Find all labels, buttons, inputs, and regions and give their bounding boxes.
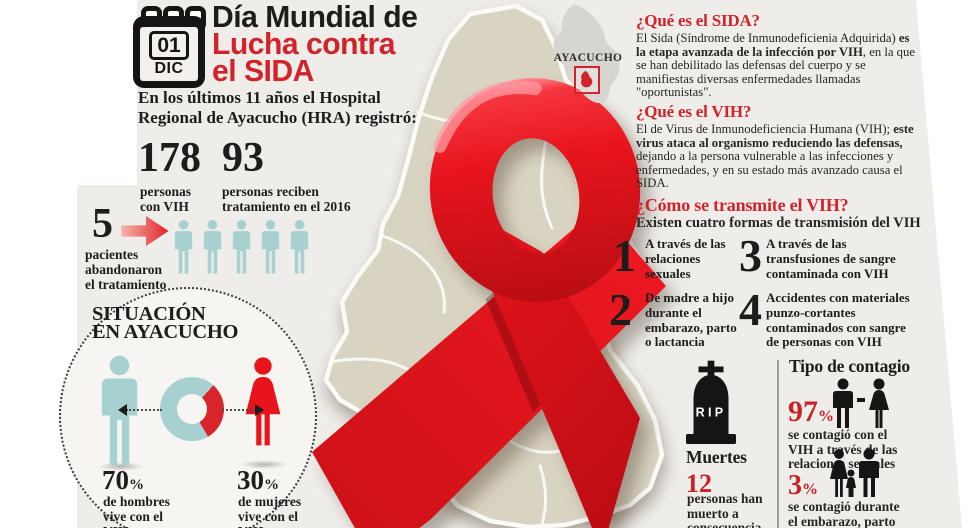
person-icon (259, 218, 282, 276)
person-icon (230, 218, 253, 276)
vertical-divider (777, 360, 779, 528)
shadow (240, 460, 288, 469)
person-icon (288, 218, 311, 276)
sexual-contagion-percent: 97% (788, 395, 834, 428)
sida-paragraph: El Sida (Síndrome de Inmunodeficienia Ad… (636, 31, 915, 99)
stat-treatment-value: 93 (222, 135, 264, 181)
page-title: Día Mundial de Lucha contra el SIDA (212, 0, 418, 88)
stat-treatment-label: personas reciben tratamiento en el 2016 (222, 184, 351, 214)
calendar-icon: 01 DIC (133, 6, 206, 88)
gender-donut-chart (160, 377, 224, 441)
contagion-title: Tipo de contagio (789, 356, 910, 376)
vih-paragraph: El de Virus de Inmunodeficiencia Humana … (636, 122, 914, 190)
vertical-contagion-percent: 3% (788, 470, 818, 501)
arrow-right-icon (255, 404, 264, 416)
transmission-item-number: 3 (739, 230, 762, 281)
intro-text: En los últimos 11 años el Hospital Region… (138, 88, 417, 127)
man-woman-couple-icon (833, 378, 889, 428)
transmission-item-number: 2 (609, 284, 632, 335)
person-icon (172, 218, 195, 276)
family-icon (830, 448, 879, 497)
transmission-item-text: De madre a hijo durante el embarazo, parto… (645, 290, 737, 350)
transmission-item-number: 1 (613, 230, 636, 281)
deaths-value: 12 (686, 469, 712, 498)
dotted-line (126, 409, 162, 411)
title-line-3: el SIDA (212, 53, 314, 88)
peru-map-icon (553, 4, 620, 104)
red-arrow-icon (121, 215, 169, 247)
calendar-day: 01 (149, 30, 189, 60)
ayacucho-region-icon (581, 70, 593, 88)
title-line-1: Día Mundial de (212, 0, 418, 34)
women-percent: 30% (237, 465, 279, 495)
tombstone-icon: RIP (686, 360, 736, 444)
stat-vih-value: 178 (138, 135, 201, 181)
dotted-line (222, 409, 256, 411)
transmission-subtitle: Existen cuatro formas de transmisión del… (636, 215, 921, 231)
shadow (98, 462, 144, 471)
arrow-left-icon (118, 404, 127, 416)
stat-vih-label: personas con VIH (140, 184, 192, 214)
situation-title: SITUACIÓN EN AYACUCHO (92, 303, 239, 343)
transmission-item-number: 4 (739, 284, 762, 335)
ayacucho-highlight-box (574, 66, 600, 94)
stat-abandoned-label: pacientes abandonaron el tratamiento (85, 247, 167, 292)
patients-row (172, 218, 311, 276)
vih-section-title: ¿Qué es el VIH? (636, 102, 752, 121)
stat-abandoned-value: 5 (92, 201, 113, 247)
transmission-item-text: Accidentes con materiales punzo-cortantes… (766, 290, 910, 350)
sida-section-title: ¿Qué es el SIDA? (636, 11, 760, 30)
title-line-2: Lucha contra (212, 26, 395, 61)
men-percent: 70% (102, 465, 144, 495)
transmission-item-text: A través de las transfusiones de sangre co… (766, 236, 896, 281)
person-icon (201, 218, 224, 276)
calendar-month: DIC (154, 59, 184, 77)
transmission-section-title: ¿Cómo se transmite el VIH? (636, 195, 849, 215)
deaths-title: Muertes (686, 447, 747, 467)
transmission-item-text: A través de las relaciones sexuales (645, 236, 726, 281)
inset-label: AYACUCHO (553, 52, 623, 64)
rip-text: RIP (696, 406, 727, 420)
